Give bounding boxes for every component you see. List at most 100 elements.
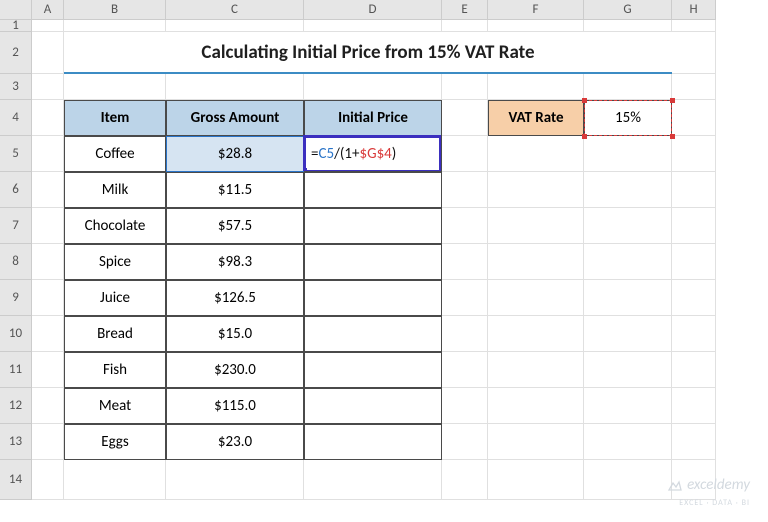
gross-amount-row-13[interactable]: $23.0 [166, 424, 304, 460]
initial-price-row-8[interactable] [304, 244, 442, 280]
cell-A4[interactable] [32, 100, 64, 136]
cell-D1[interactable] [304, 20, 442, 32]
cell-B1[interactable] [64, 20, 166, 32]
row-header-6[interactable]: 6 [0, 172, 32, 208]
cell-A3[interactable] [32, 74, 64, 100]
cell-D3[interactable] [304, 74, 442, 100]
cell-G11[interactable] [584, 352, 672, 388]
vat-rate-value[interactable]: 15% [584, 100, 672, 136]
cell-A5[interactable] [32, 136, 64, 172]
column-header-F[interactable]: F [488, 0, 584, 20]
column-header-A[interactable]: A [32, 0, 64, 20]
gross-amount-row-10[interactable]: $15.0 [166, 316, 304, 352]
column-header-B[interactable]: B [64, 0, 166, 20]
cell-H4[interactable] [672, 100, 716, 136]
cell-A14[interactable] [32, 460, 64, 500]
cell-A2[interactable] [32, 32, 64, 74]
row-header-12[interactable]: 12 [0, 388, 32, 424]
cell-A11[interactable] [32, 352, 64, 388]
cell-A8[interactable] [32, 244, 64, 280]
cell-C1[interactable] [166, 20, 304, 32]
cell-E4[interactable] [442, 100, 488, 136]
cell-G12[interactable] [584, 388, 672, 424]
cell-H5[interactable] [672, 136, 716, 172]
cell-G6[interactable] [584, 172, 672, 208]
cell-H8[interactable] [672, 244, 716, 280]
cell-E8[interactable] [442, 244, 488, 280]
cell-H1[interactable] [672, 20, 716, 32]
item-name-row-13[interactable]: Eggs [64, 424, 166, 460]
cell-E14[interactable] [442, 460, 488, 500]
column-header-H[interactable]: H [672, 0, 716, 20]
cell-G13[interactable] [584, 424, 672, 460]
row-header-5[interactable]: 5 [0, 136, 32, 172]
row-header-10[interactable]: 10 [0, 316, 32, 352]
cell-G5[interactable] [584, 136, 672, 172]
cell-A1[interactable] [32, 20, 64, 32]
cell-E10[interactable] [442, 316, 488, 352]
gross-amount-row-7[interactable]: $57.5 [166, 208, 304, 244]
gross-amount-row-9[interactable]: $126.5 [166, 280, 304, 316]
cell-E12[interactable] [442, 388, 488, 424]
row-header-8[interactable]: 8 [0, 244, 32, 280]
cell-F14[interactable] [488, 460, 584, 500]
cell-E9[interactable] [442, 280, 488, 316]
cell-F11[interactable] [488, 352, 584, 388]
item-name-row-8[interactable]: Spice [64, 244, 166, 280]
cell-E11[interactable] [442, 352, 488, 388]
cell-H9[interactable] [672, 280, 716, 316]
cell-H6[interactable] [672, 172, 716, 208]
cell-H13[interactable] [672, 424, 716, 460]
cell-E3[interactable] [442, 74, 488, 100]
cell-C14[interactable] [166, 460, 304, 500]
cell-F10[interactable] [488, 316, 584, 352]
item-name-row-11[interactable]: Fish [64, 352, 166, 388]
row-header-13[interactable]: 13 [0, 424, 32, 460]
item-name-row-7[interactable]: Chocolate [64, 208, 166, 244]
gross-amount-row-8[interactable]: $98.3 [166, 244, 304, 280]
initial-price-row-11[interactable] [304, 352, 442, 388]
cell-H12[interactable] [672, 388, 716, 424]
cell-C3[interactable] [166, 74, 304, 100]
cell-H7[interactable] [672, 208, 716, 244]
column-header-G[interactable]: G [584, 0, 672, 20]
initial-price-row-6[interactable] [304, 172, 442, 208]
cell-H11[interactable] [672, 352, 716, 388]
formula-editor[interactable]: =C5/(1+$G$4) [307, 138, 439, 170]
select-all-corner[interactable] [0, 0, 32, 20]
cell-A12[interactable] [32, 388, 64, 424]
cell-G8[interactable] [584, 244, 672, 280]
initial-price-row-10[interactable] [304, 316, 442, 352]
initial-price-row-13[interactable] [304, 424, 442, 460]
gross-amount-row-6[interactable]: $11.5 [166, 172, 304, 208]
cell-B3[interactable] [64, 74, 166, 100]
spreadsheet-grid[interactable]: ABCDEFGH1234567891011121314Calculating I… [0, 0, 768, 522]
cell-E1[interactable] [442, 20, 488, 32]
cell-F6[interactable] [488, 172, 584, 208]
cell-F12[interactable] [488, 388, 584, 424]
cell-H3[interactable] [672, 74, 716, 100]
initial-price-row-12[interactable] [304, 388, 442, 424]
cell-F5[interactable] [488, 136, 584, 172]
row-header-9[interactable]: 9 [0, 280, 32, 316]
cell-E6[interactable] [442, 172, 488, 208]
cell-F8[interactable] [488, 244, 584, 280]
cell-E13[interactable] [442, 424, 488, 460]
cell-A10[interactable] [32, 316, 64, 352]
gross-amount-row-12[interactable]: $115.0 [166, 388, 304, 424]
cell-A6[interactable] [32, 172, 64, 208]
cell-F1[interactable] [488, 20, 584, 32]
cell-G1[interactable] [584, 20, 672, 32]
cell-G7[interactable] [584, 208, 672, 244]
cell-G3[interactable] [584, 74, 672, 100]
row-header-3[interactable]: 3 [0, 74, 32, 100]
row-header-1[interactable]: 1 [0, 20, 32, 32]
row-header-14[interactable]: 14 [0, 460, 32, 500]
cell-G9[interactable] [584, 280, 672, 316]
item-name-row-9[interactable]: Juice [64, 280, 166, 316]
item-name-row-6[interactable]: Milk [64, 172, 166, 208]
cell-H2[interactable] [672, 32, 716, 74]
cell-D14[interactable] [304, 460, 442, 500]
gross-amount-row-11[interactable]: $230.0 [166, 352, 304, 388]
cell-A13[interactable] [32, 424, 64, 460]
